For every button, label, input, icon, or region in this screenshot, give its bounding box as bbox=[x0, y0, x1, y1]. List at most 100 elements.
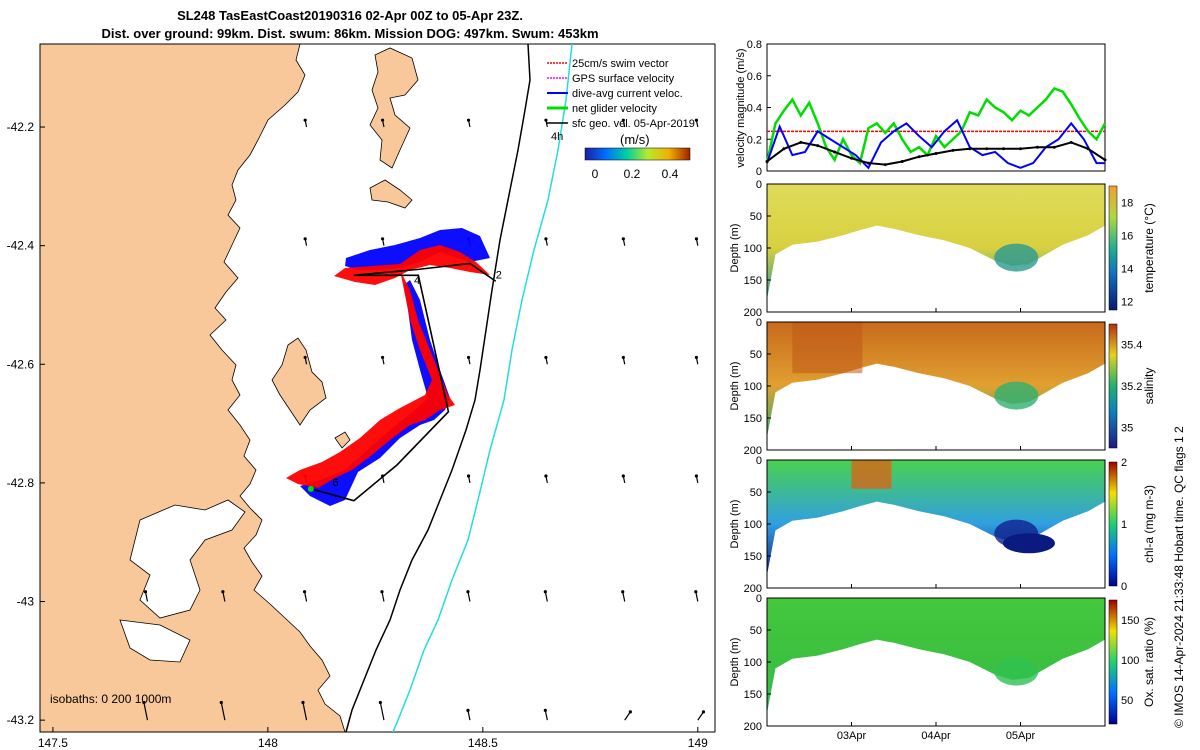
section-colorbar-tick: 12 bbox=[1121, 297, 1133, 309]
map-y-tick-label: -43.2 bbox=[7, 713, 35, 727]
section-y-tick-label: 0 bbox=[756, 179, 762, 191]
current-arrow bbox=[302, 702, 308, 721]
section-y-tick-label: 200 bbox=[744, 721, 762, 733]
section-y-tick-label: 50 bbox=[750, 625, 762, 637]
section-x-tick-label: 05Apr bbox=[1006, 730, 1036, 742]
map-x-tick-label: 148.5 bbox=[468, 736, 498, 750]
velocity-point bbox=[1035, 145, 1039, 149]
section-colorbar-label: Ox. sat. ratio (%) bbox=[1142, 617, 1156, 707]
section-ylabel: Depth (m) bbox=[729, 362, 741, 411]
tasmania-mainland bbox=[40, 44, 346, 732]
current-arrow-head bbox=[380, 355, 385, 360]
section-colorbar bbox=[1108, 599, 1118, 725]
current-arrow bbox=[624, 711, 631, 721]
section-ylabel: Depth (m) bbox=[729, 500, 741, 549]
swim-vector-band bbox=[286, 245, 490, 488]
current-arrow-head bbox=[221, 590, 225, 594]
legend: 25cm/s swim vector GPS surface velocity … bbox=[547, 58, 695, 181]
legend-sfc-geo: sfc geo. vel. 05-Apr-2019 bbox=[572, 118, 695, 130]
bay bbox=[119, 619, 191, 663]
section-colorbar-label: temperature (°C) bbox=[1142, 203, 1156, 293]
velocity-series-net bbox=[765, 86, 1107, 166]
velocity-point bbox=[968, 147, 972, 151]
section-patch bbox=[994, 657, 1039, 686]
velocity-point bbox=[1086, 147, 1090, 151]
section-colorbar-tick: 100 bbox=[1121, 655, 1139, 667]
current-arrow-head bbox=[694, 355, 699, 360]
map-y-tick-label: -43 bbox=[17, 595, 35, 609]
current-arrow-head bbox=[621, 590, 625, 594]
section-field bbox=[767, 598, 1105, 714]
current-arrow-head bbox=[694, 590, 698, 594]
current-arrow bbox=[544, 591, 548, 602]
current-arrow-head bbox=[543, 590, 547, 594]
island bbox=[334, 431, 351, 449]
section-y-tick-label: 200 bbox=[744, 307, 762, 319]
map-y-tick-label: -42.6 bbox=[7, 357, 35, 371]
velocity-point bbox=[1069, 140, 1073, 144]
map-panel: 147.5 148 148.5 149 -42.2 -42.4 -42.6 -42.8 -43… bbox=[7, 43, 716, 750]
current-arrow bbox=[379, 702, 385, 721]
current-arrow bbox=[467, 591, 471, 602]
section-y-tick-label: 50 bbox=[750, 349, 762, 361]
track-start-marker bbox=[307, 485, 314, 492]
current-arrow-head bbox=[303, 237, 307, 241]
current-arrow bbox=[303, 591, 308, 602]
chart-title-line1: SL248 TasEastCoast20190316 02-Apr 00Z to… bbox=[177, 8, 523, 23]
velocity-ylabel: velocity magnitude (m/s) bbox=[735, 48, 747, 167]
section-patch bbox=[851, 460, 892, 489]
map-frame bbox=[39, 43, 716, 733]
current-arrows bbox=[142, 118, 706, 721]
current-arrow-head bbox=[628, 710, 632, 714]
section-y-tick-label: 0 bbox=[756, 317, 762, 329]
velocity-y-tick-label: 0.2 bbox=[747, 134, 762, 146]
section-y-tick-label: 50 bbox=[750, 487, 762, 499]
section-colorbar-label: salinity bbox=[1142, 368, 1156, 405]
section-colorbar-tick: 150 bbox=[1121, 615, 1139, 627]
current-arrow-head bbox=[694, 118, 699, 122]
section-y-tick-label: 200 bbox=[744, 583, 762, 595]
map-y-tick-label: -42.4 bbox=[7, 239, 35, 253]
map-x-tick-label: 148 bbox=[258, 736, 278, 750]
section-colorbar bbox=[1108, 461, 1118, 587]
section-y-tick-label: 200 bbox=[744, 445, 762, 457]
map-colorbar-tick: 0 bbox=[592, 167, 599, 181]
current-arrow-head bbox=[380, 118, 385, 122]
velocity-point bbox=[900, 159, 904, 163]
section-patch bbox=[1002, 533, 1055, 554]
section-x-tick-label: 03Apr bbox=[837, 730, 867, 742]
current-arrow bbox=[695, 591, 699, 602]
section-ylabel: Depth (m) bbox=[729, 224, 741, 273]
current-arrow-head bbox=[543, 708, 547, 712]
velocity-point bbox=[934, 152, 938, 156]
velocity-point bbox=[833, 150, 837, 154]
current-arrow bbox=[697, 711, 704, 721]
glider-track: 2 4 6 bbox=[307, 262, 502, 502]
section-colorbar-tick: 1 bbox=[1121, 519, 1127, 531]
section-patch bbox=[792, 322, 863, 374]
section-y-tick-label: 150 bbox=[744, 551, 762, 563]
legend-dive-avg: dive-avg current veloc. bbox=[572, 88, 683, 100]
island bbox=[271, 337, 327, 426]
track-day-label: 2 bbox=[496, 269, 502, 281]
track-day-label: 6 bbox=[332, 477, 338, 489]
current-arrow-head bbox=[544, 355, 548, 360]
map-x-axis: 147.5 148 148.5 149 bbox=[38, 727, 708, 750]
velocity-series-dive-avg bbox=[766, 118, 1105, 170]
current-arrow bbox=[467, 710, 471, 721]
map-colorbar-tick: 0.4 bbox=[662, 167, 679, 181]
island bbox=[369, 47, 419, 169]
section-colorbar-tick: 2 bbox=[1121, 457, 1127, 469]
current-arrow-head bbox=[303, 355, 307, 360]
section-patch bbox=[994, 381, 1039, 410]
section-y-tick-label: 150 bbox=[744, 275, 762, 287]
current-arrow-head bbox=[378, 700, 382, 705]
island bbox=[369, 179, 413, 209]
current-arrow-head bbox=[302, 590, 307, 594]
velocity-point bbox=[799, 140, 803, 144]
current-arrow bbox=[622, 591, 626, 602]
map-x-tick-label: 147.5 bbox=[38, 736, 68, 750]
map-colorbar-label: (m/s) bbox=[620, 132, 650, 147]
velocity-point bbox=[917, 155, 921, 159]
